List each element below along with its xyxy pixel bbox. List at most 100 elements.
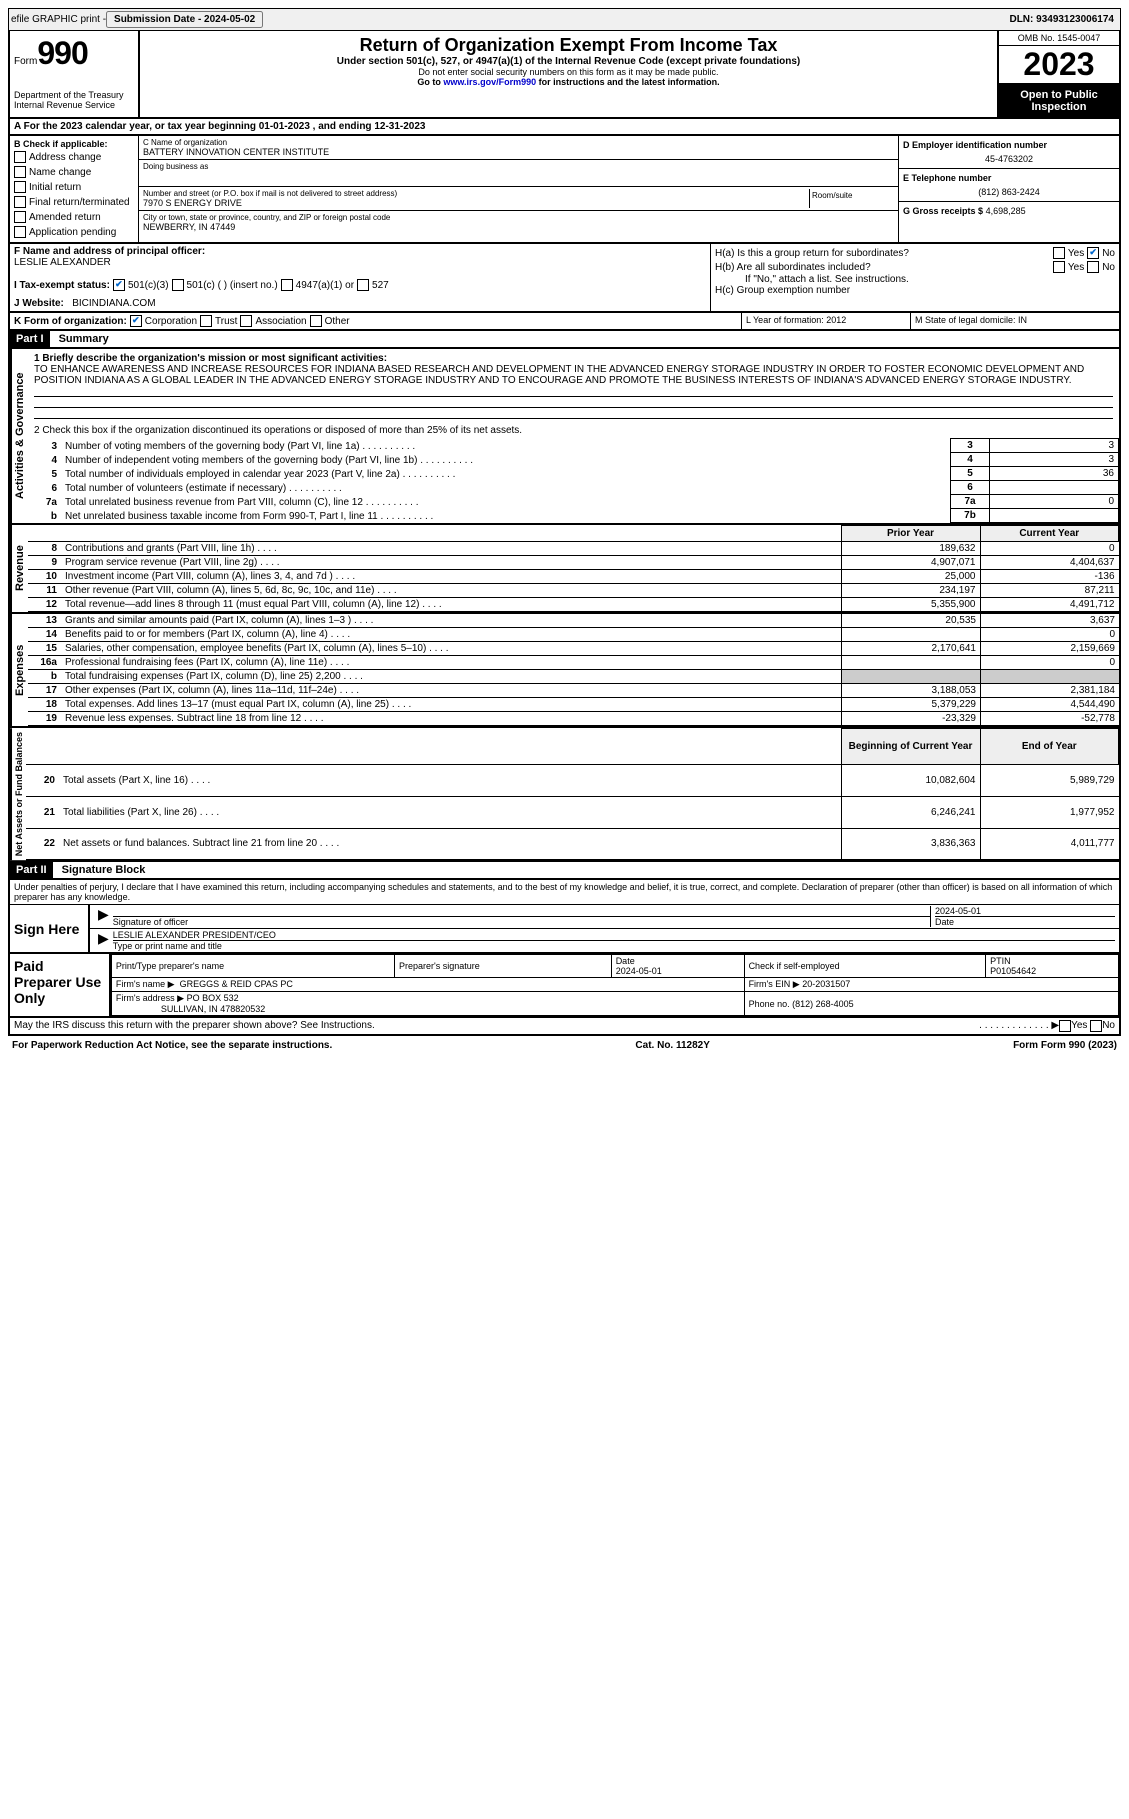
cb-discuss-yes[interactable] bbox=[1059, 1020, 1071, 1032]
lbl-address-change: Address change bbox=[29, 152, 101, 163]
table-row: 19Revenue less expenses. Subtract line 1… bbox=[28, 712, 1119, 726]
arrow-icon-2: ▶ bbox=[94, 930, 113, 951]
form-ref: Form Form 990 (2023) bbox=[1013, 1040, 1117, 1051]
phone-label: E Telephone number bbox=[903, 173, 991, 183]
omb-number: OMB No. 1545-0047 bbox=[999, 31, 1119, 46]
lbl-app-pending: Application pending bbox=[29, 227, 116, 238]
submission-date-button[interactable]: Submission Date - 2024-05-02 bbox=[106, 11, 263, 28]
efile-label: efile GRAPHIC print - bbox=[11, 14, 106, 25]
table-row: 9Program service revenue (Part VIII, lin… bbox=[28, 556, 1119, 570]
h-a-label: H(a) Is this a group return for subordin… bbox=[715, 248, 1050, 259]
table-row: 3Number of voting members of the governi… bbox=[28, 439, 1119, 453]
cb-name-change[interactable] bbox=[14, 166, 26, 178]
org-name: BATTERY INNOVATION CENTER INSTITUTE bbox=[143, 147, 894, 157]
cb-hb-yes[interactable] bbox=[1053, 261, 1065, 273]
form-subtitle-2: Do not enter social security numbers on … bbox=[144, 67, 993, 77]
q2-text: 2 Check this box if the organization dis… bbox=[34, 425, 522, 436]
website-value: BICINDIANA.COM bbox=[72, 298, 155, 309]
prep-sig-label: Preparer's signature bbox=[395, 955, 612, 978]
cb-ha-no[interactable]: ✔ bbox=[1087, 247, 1099, 259]
preparer-table: Print/Type preparer's name Preparer's si… bbox=[111, 954, 1119, 1016]
q2-line: 2 Check this box if the organization dis… bbox=[28, 423, 1119, 438]
table-row: 6Total number of volunteers (estimate if… bbox=[28, 481, 1119, 495]
form-subtitle-3: Go to www.irs.gov/Form990 for instructio… bbox=[144, 77, 993, 87]
lbl-final-return: Final return/terminated bbox=[29, 197, 130, 208]
form-subtitle-1: Under section 501(c), 527, or 4947(a)(1)… bbox=[144, 56, 993, 67]
penalty-text: Under penalties of perjury, I declare th… bbox=[10, 880, 1119, 904]
cb-hb-no[interactable] bbox=[1087, 261, 1099, 273]
name-title-label: Type or print name and title bbox=[113, 941, 1115, 951]
part-1-header: Part I Summary bbox=[8, 331, 1121, 349]
cb-527[interactable] bbox=[357, 279, 369, 291]
section-f: F Name and address of principal officer:… bbox=[10, 244, 711, 311]
city-value: NEWBERRY, IN 47449 bbox=[143, 222, 894, 232]
goto-post: for instructions and the latest informat… bbox=[536, 77, 720, 87]
irs-link[interactable]: www.irs.gov/Form990 bbox=[443, 77, 536, 87]
sig-date-label: Date bbox=[935, 916, 1115, 927]
street-value: 7970 S ENERGY DRIVE bbox=[143, 198, 809, 208]
h-b-label: H(b) Are all subordinates included? bbox=[715, 262, 1050, 273]
org-name-label: C Name of organization bbox=[143, 138, 894, 147]
revenue-section: Revenue Prior YearCurrent Year8Contribut… bbox=[8, 525, 1121, 614]
mission-box: 1 Briefly describe the organization's mi… bbox=[28, 349, 1119, 423]
h-b-note: If "No," attach a list. See instructions… bbox=[715, 274, 1115, 285]
discuss-row: May the IRS discuss this return with the… bbox=[8, 1018, 1121, 1036]
prep-date-cell: Date2024-05-01 bbox=[611, 955, 744, 978]
top-bar: efile GRAPHIC print - Submission Date - … bbox=[8, 8, 1121, 31]
cb-other[interactable] bbox=[310, 315, 322, 327]
sig-officer-label: Signature of officer bbox=[113, 917, 930, 927]
lbl-assoc: Association bbox=[255, 316, 306, 327]
table-row: 7aTotal unrelated business revenue from … bbox=[28, 495, 1119, 509]
line-a-text: A For the 2023 calendar year, or tax yea… bbox=[14, 121, 425, 132]
row-f-h: F Name and address of principal officer:… bbox=[8, 244, 1121, 313]
h-c-label: H(c) Group exemption number bbox=[715, 285, 1115, 296]
lbl-trust: Trust bbox=[215, 316, 237, 327]
arrow-icon: ▶ bbox=[94, 906, 113, 927]
cb-501c3[interactable]: ✔ bbox=[113, 279, 125, 291]
section-b: B Check if applicable: Address change Na… bbox=[10, 136, 139, 242]
cb-amended[interactable] bbox=[14, 211, 26, 223]
cb-discuss-no[interactable] bbox=[1090, 1020, 1102, 1032]
paid-preparer-block: Paid Preparer Use Only Print/Type prepar… bbox=[8, 954, 1121, 1018]
cb-app-pending[interactable] bbox=[14, 226, 26, 238]
page-footer: For Paperwork Reduction Act Notice, see … bbox=[8, 1036, 1121, 1051]
cb-trust[interactable] bbox=[200, 315, 212, 327]
firm-phone-cell: Phone no. (812) 268-4005 bbox=[744, 992, 1118, 1016]
governance-table: 3Number of voting members of the governi… bbox=[28, 438, 1119, 523]
open-inspection-label: Open to Public Inspection bbox=[999, 85, 1119, 117]
form-label: Form bbox=[14, 56, 37, 67]
header-mid: Return of Organization Exempt From Incom… bbox=[140, 31, 997, 117]
table-row: 17Other expenses (Part IX, column (A), l… bbox=[28, 684, 1119, 698]
city-label: City or town, state or province, country… bbox=[143, 213, 894, 222]
cb-ha-yes[interactable] bbox=[1053, 247, 1065, 259]
sign-here-label: Sign Here bbox=[10, 905, 90, 952]
row-k: K Form of organization: ✔Corporation Tru… bbox=[8, 313, 1121, 331]
cb-address-change[interactable] bbox=[14, 151, 26, 163]
room-label: Room/suite bbox=[812, 191, 852, 200]
cb-501c[interactable] bbox=[172, 279, 184, 291]
cat-no: Cat. No. 11282Y bbox=[635, 1040, 709, 1051]
cb-final-return[interactable] bbox=[14, 196, 26, 208]
dots: . . . . . . . . . . . . . ▶ bbox=[979, 1020, 1059, 1032]
net-assets-table: Beginning of Current YearEnd of Year20To… bbox=[26, 728, 1119, 860]
ein-value: 45-4763202 bbox=[903, 150, 1115, 164]
gross-value: 4,698,285 bbox=[986, 206, 1026, 216]
header-left: Form990 Department of the Treasury Inter… bbox=[10, 31, 140, 117]
firm-name-cell: Firm's name ▶ GREGGS & REID CPAS PC bbox=[111, 978, 744, 992]
gross-label: G Gross receipts $ bbox=[903, 206, 983, 216]
table-row: 10Investment income (Part VIII, column (… bbox=[28, 570, 1119, 584]
cb-corp[interactable]: ✔ bbox=[130, 315, 142, 327]
prep-self-emp: Check if self-employed bbox=[744, 955, 986, 978]
table-row: 13Grants and similar amounts paid (Part … bbox=[28, 614, 1119, 628]
side-label-netassets: Net Assets or Fund Balances bbox=[10, 728, 26, 860]
cb-initial-return[interactable] bbox=[14, 181, 26, 193]
cb-4947[interactable] bbox=[281, 279, 293, 291]
cb-assoc[interactable] bbox=[240, 315, 252, 327]
form-number: 990 bbox=[37, 35, 87, 71]
form-of-org: K Form of organization: ✔Corporation Tru… bbox=[10, 313, 741, 329]
entity-block: B Check if applicable: Address change Na… bbox=[8, 136, 1121, 244]
phone-value: (812) 863-2424 bbox=[903, 183, 1115, 197]
table-row: 5Total number of individuals employed in… bbox=[28, 467, 1119, 481]
street-label: Number and street (or P.O. box if mail i… bbox=[143, 189, 809, 198]
department-label: Department of the Treasury Internal Reve… bbox=[14, 90, 134, 110]
